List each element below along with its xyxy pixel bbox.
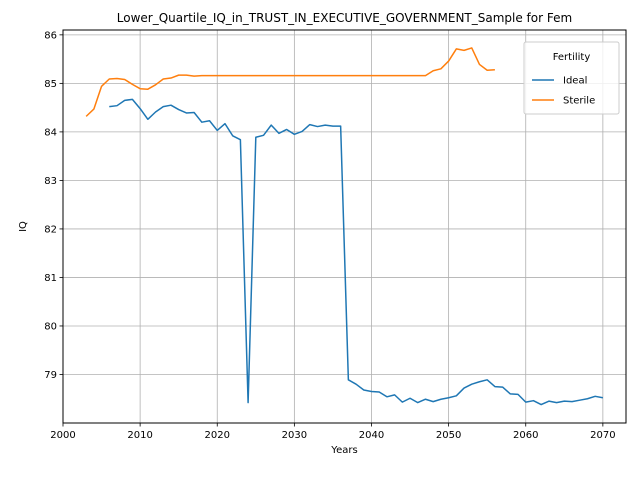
legend: Fertility Ideal Sterile — [523, 41, 620, 115]
y-tick-label: 84 — [44, 127, 57, 138]
y-tick-label: 85 — [44, 79, 57, 90]
series-line-ideal — [109, 98, 603, 406]
series-line-sterile — [85, 47, 495, 117]
legend-label-ideal: Ideal — [563, 76, 587, 87]
y-tick-label: 81 — [44, 273, 57, 284]
y-tick-label: 86 — [44, 30, 57, 41]
y-tick-label: 80 — [44, 321, 57, 332]
x-tick-label: 2020 — [205, 430, 230, 441]
y-axis-ticks: 79 80 81 82 83 84 85 86 — [44, 30, 63, 381]
x-tick-label: 2050 — [436, 430, 461, 441]
x-axis-label: Years — [330, 445, 357, 456]
legend-label-sterile: Sterile — [563, 96, 595, 107]
plot-frame — [62, 29, 627, 424]
x-tick-label: 2040 — [359, 430, 384, 441]
x-tick-label: 2000 — [50, 430, 75, 441]
legend-box — [523, 41, 620, 115]
x-tick-label: 2060 — [513, 430, 538, 441]
x-tick-label: 2030 — [282, 430, 307, 441]
y-tick-label: 83 — [44, 176, 57, 187]
y-tick-label: 79 — [44, 370, 57, 381]
series-lines — [85, 47, 603, 406]
chart-title: Lower_Quartile_IQ_in_TRUST_IN_EXECUTIVE_… — [117, 11, 572, 25]
x-tick-label: 2010 — [127, 430, 152, 441]
x-axis-ticks: 2000 2010 2020 2030 2040 2050 2060 2070 — [50, 423, 616, 441]
legend-title: Fertility — [553, 52, 591, 63]
x-tick-label: 2070 — [590, 430, 615, 441]
y-axis-label: IQ — [18, 221, 29, 232]
y-tick-label: 82 — [44, 224, 57, 235]
